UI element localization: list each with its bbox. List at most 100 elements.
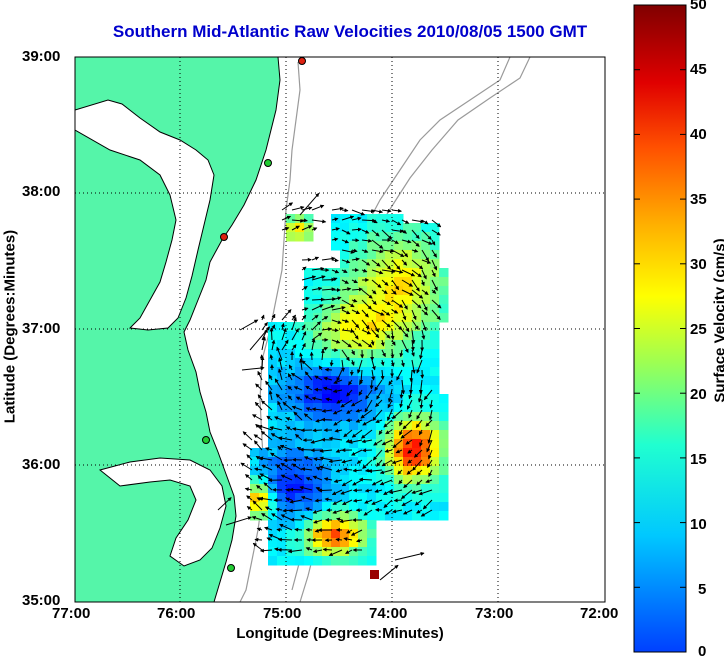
velocity-cell [439, 430, 449, 440]
velocity-cell [367, 520, 377, 530]
velocity-vector [332, 260, 338, 261]
velocity-cell [385, 448, 395, 458]
velocity-cell [376, 367, 386, 377]
velocity-cell [286, 484, 296, 494]
velocity-vector [342, 210, 348, 211]
velocity-cell [349, 520, 359, 530]
velocity-cell [340, 556, 350, 566]
velocity-cell [439, 421, 449, 431]
velocity-cell [439, 439, 449, 449]
site-marker [203, 437, 210, 444]
velocity-cell [322, 286, 332, 296]
velocity-cell [412, 466, 422, 476]
velocity-cell [295, 466, 305, 476]
velocity-cell [403, 304, 413, 314]
velocity-cell [403, 349, 413, 359]
velocity-cell [295, 214, 305, 224]
velocity-cell [268, 493, 278, 503]
chart-title: Southern Mid-Atlantic Raw Velocities 201… [60, 22, 640, 42]
velocity-cell [304, 376, 314, 386]
velocity-cell [331, 286, 341, 296]
velocity-cell [367, 448, 377, 458]
velocity-cell [295, 322, 305, 332]
velocity-vector [360, 479, 372, 480]
velocity-cell [304, 232, 314, 242]
velocity-cell [376, 313, 386, 323]
velocity-cell [376, 241, 386, 251]
velocity-cell [412, 439, 422, 449]
velocity-cell [421, 466, 431, 476]
velocity-cell [340, 304, 350, 314]
velocity-cell [403, 367, 413, 377]
velocity-cell [349, 358, 359, 368]
velocity-cell [385, 214, 395, 224]
velocity-cell [322, 331, 332, 341]
velocity-cell [322, 421, 332, 431]
velocity-cell [349, 394, 359, 404]
velocity-cell [421, 241, 431, 251]
velocity-cell [313, 556, 323, 566]
x-tick-label: 74:00 [369, 605, 407, 622]
velocity-vector [371, 380, 372, 389]
velocity-cell [430, 367, 440, 377]
velocity-cell [367, 286, 377, 296]
velocity-cell [259, 448, 269, 458]
y-tick-label: 36:00 [22, 456, 60, 473]
velocity-cell [394, 430, 404, 440]
velocity-cell [277, 520, 287, 530]
velocity-cell [268, 358, 278, 368]
velocity-cell [394, 448, 404, 458]
velocity-cell [286, 349, 296, 359]
velocity-cell [268, 547, 278, 557]
velocity-cell [295, 520, 305, 530]
velocity-cell [412, 448, 422, 458]
velocity-cell [358, 511, 368, 521]
velocity-cell [412, 232, 422, 242]
velocity-cell [358, 529, 368, 539]
velocity-cell [304, 466, 314, 476]
velocity-cell [385, 511, 395, 521]
velocity-cell [331, 223, 341, 233]
velocity-vector [295, 529, 302, 530]
velocity-cell [286, 439, 296, 449]
velocity-cell [349, 385, 359, 395]
velocity-cell [349, 484, 359, 494]
velocity-cell [331, 367, 341, 377]
velocity-cell [412, 475, 422, 485]
velocity-vector [319, 490, 332, 491]
velocity-cell [259, 493, 269, 503]
velocity-cell [376, 214, 386, 224]
velocity-cell [304, 556, 314, 566]
y-tick-label: 37:00 [22, 320, 60, 337]
site-marker [228, 565, 235, 572]
velocity-cell [358, 484, 368, 494]
velocity-cell [304, 520, 314, 530]
velocity-cell [376, 295, 386, 305]
velocity-cell [322, 367, 332, 377]
velocity-cell [439, 412, 449, 422]
velocity-cell [349, 322, 359, 332]
colorbar-tick-label: 45 [690, 61, 707, 78]
velocity-cell [385, 223, 395, 233]
velocity-cell [367, 430, 377, 440]
velocity-cell [376, 511, 386, 521]
velocity-cell [421, 268, 431, 278]
velocity-cell [358, 538, 368, 548]
velocity-cell [340, 268, 350, 278]
velocity-cell [439, 394, 449, 404]
velocity-cell [394, 421, 404, 431]
velocity-cell [367, 367, 377, 377]
velocity-cell [439, 511, 449, 521]
velocity-cell [367, 304, 377, 314]
velocity-cell [358, 241, 368, 251]
velocity-cell [367, 250, 377, 260]
velocity-cell [331, 331, 341, 341]
velocity-cell [331, 268, 341, 278]
velocity-cell [349, 295, 359, 305]
velocity-cell [277, 493, 287, 503]
velocity-cell [295, 376, 305, 386]
velocity-vector [290, 489, 302, 490]
velocity-cell [349, 556, 359, 566]
velocity-vector [394, 500, 402, 501]
velocity-cell [430, 286, 440, 296]
